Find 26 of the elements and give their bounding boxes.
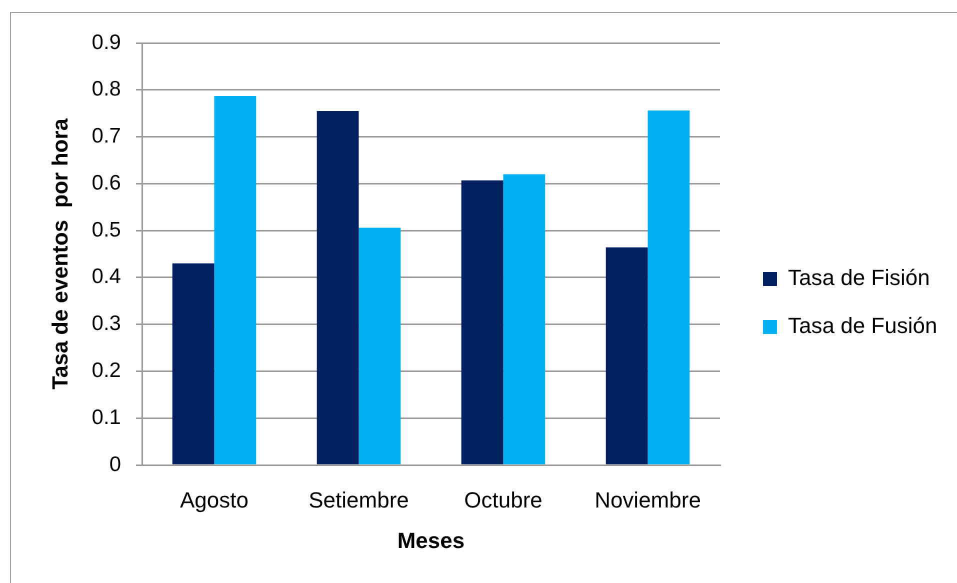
legend-label: Tasa de Fisión	[788, 265, 930, 290]
y-tick-label: 0.8	[92, 78, 121, 101]
bar	[316, 110, 359, 464]
bar	[606, 247, 648, 464]
y-tick-label: 0	[109, 452, 121, 476]
bar	[358, 228, 401, 464]
bar	[461, 180, 504, 464]
x-tick-label: Setiembre	[308, 487, 409, 512]
bar	[503, 174, 546, 464]
bar	[648, 110, 690, 464]
y-tick-label: 0.6	[92, 171, 121, 194]
bar	[172, 263, 214, 464]
y-tick-label: 0.5	[92, 218, 121, 242]
x-tick-label: Agosto	[180, 487, 248, 512]
y-tick-label: 0.4	[92, 265, 122, 288]
y-tick-label: 0.7	[92, 124, 121, 148]
y-tick-label: 0.1	[92, 406, 121, 429]
y-tick-label: 0.9	[92, 30, 121, 54]
x-tick-label: Noviembre	[594, 487, 701, 512]
y-axis-title: Tasa de eventos por hora	[47, 118, 72, 390]
y-tick-label: 0.2	[92, 359, 121, 382]
legend-label: Tasa de Fusión	[788, 313, 938, 338]
x-axis-title: Meses	[397, 528, 465, 553]
bar	[214, 96, 256, 464]
x-tick-label: Octubre	[464, 487, 542, 512]
y-tick-label: 0.3	[92, 312, 121, 336]
